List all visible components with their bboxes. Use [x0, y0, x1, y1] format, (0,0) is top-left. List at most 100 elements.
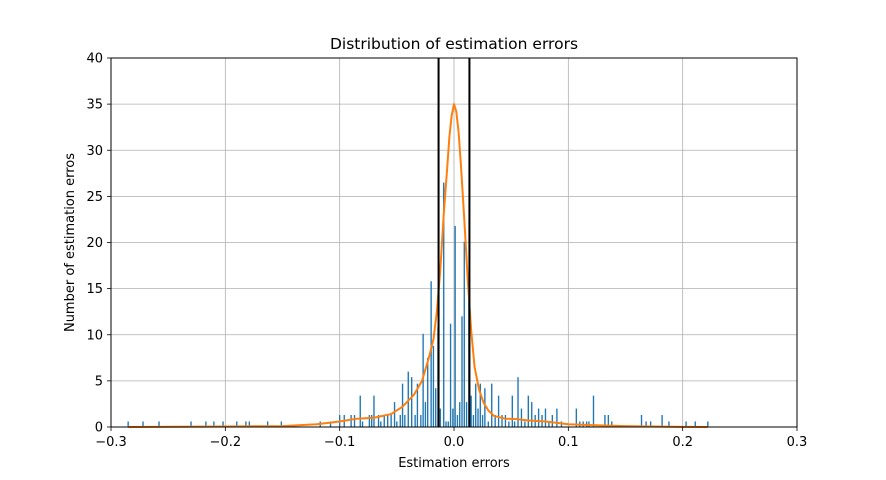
histogram-bar — [537, 408, 540, 427]
histogram-bar — [205, 421, 207, 427]
histogram-bar — [420, 415, 422, 427]
histogram-bar — [427, 357, 429, 427]
histogram-bar — [443, 182, 445, 427]
x-tick-label: 0.1 — [558, 435, 579, 450]
histogram-bar — [245, 421, 247, 427]
histogram-bar — [449, 323, 452, 427]
y-tick-label: 30 — [86, 144, 103, 159]
histogram-bar — [520, 408, 523, 427]
histogram-bar — [399, 415, 401, 427]
histogram-bar — [377, 415, 380, 427]
histogram-bar — [645, 421, 647, 427]
histogram-bar — [517, 377, 519, 427]
histogram-bar — [390, 415, 392, 427]
histogram-bar — [452, 408, 454, 427]
y-tick-label: 20 — [86, 236, 103, 251]
histogram-bar — [511, 395, 513, 427]
histogram-bar — [707, 421, 709, 427]
histogram-bar — [479, 383, 481, 427]
histogram-bar — [387, 415, 389, 427]
histogram-bar — [361, 421, 364, 427]
histogram-bar — [329, 421, 332, 427]
x-tick-label: 0.2 — [672, 435, 693, 450]
histogram-bar — [430, 281, 432, 427]
histogram-bar — [640, 415, 643, 427]
histogram-bar — [465, 402, 468, 427]
x-tick-label: −0.3 — [95, 435, 127, 450]
histogram-bar — [685, 421, 687, 427]
y-tick-label: 5 — [95, 374, 103, 389]
histogram-bar — [497, 395, 500, 427]
histogram-bar — [494, 415, 496, 427]
histogram-bar — [548, 421, 550, 427]
histogram-bar — [487, 421, 489, 427]
histogram-bar — [416, 383, 419, 427]
histogram-bar — [404, 415, 406, 427]
x-tick-label: 0.3 — [787, 435, 808, 450]
histogram-bar — [280, 421, 283, 427]
histogram-bar — [527, 395, 530, 427]
histogram-bar — [661, 415, 663, 427]
histogram-bar — [504, 415, 507, 427]
histogram-bar — [461, 316, 463, 427]
histogram-bar — [190, 421, 192, 427]
histogram-bar — [513, 421, 516, 427]
histogram-bar — [373, 395, 375, 427]
histogram-bar — [414, 415, 416, 427]
histogram-bar — [611, 421, 613, 427]
histogram-bar — [456, 415, 459, 427]
histogram-bar — [472, 415, 475, 427]
chart-title: Distribution of estimation errors — [330, 35, 578, 53]
histogram-bar — [556, 408, 558, 427]
histogram-bar — [432, 345, 435, 427]
density-curve — [128, 103, 708, 428]
threshold-lines — [437, 58, 471, 427]
y-tick-label: 40 — [86, 52, 103, 67]
histogram-bar — [266, 421, 269, 427]
histogram-bar — [393, 402, 396, 427]
y-axis-label: Number of estimation erros — [63, 153, 78, 332]
histogram-bar — [668, 421, 670, 427]
x-tick-label: 0.0 — [444, 435, 465, 450]
histogram-bar — [477, 408, 479, 427]
histogram-bar — [575, 408, 578, 427]
histogram-bar — [544, 408, 547, 427]
x-tick-label: −0.1 — [324, 435, 356, 450]
density-curve-layer — [128, 103, 708, 428]
histogram-bar — [396, 421, 398, 427]
histogram-bar — [454, 225, 456, 427]
histogram-bar — [475, 383, 477, 427]
histogram-bar — [524, 421, 526, 427]
histogram-bar — [481, 415, 484, 427]
histogram-bar — [459, 402, 461, 427]
histogram-bar — [463, 241, 465, 427]
histogram-bar — [470, 395, 472, 427]
histogram-bar — [370, 415, 373, 427]
histogram-bar — [435, 388, 437, 427]
histogram-bar — [359, 395, 361, 427]
histogram-bar — [604, 415, 606, 427]
histogram-bar — [531, 402, 533, 427]
histogram-bar — [445, 421, 447, 427]
histogram-bar — [383, 415, 385, 427]
histogram-bar — [491, 383, 493, 427]
histogram-bar — [353, 415, 356, 427]
histogram-bar — [508, 421, 510, 427]
histogram-bar — [248, 421, 251, 427]
y-tick-label: 10 — [86, 328, 103, 343]
y-tick-label: 25 — [86, 190, 103, 205]
histogram-bar — [142, 421, 144, 427]
histogram-bar — [236, 421, 238, 427]
y-tick-label: 15 — [86, 282, 103, 297]
histogram-bar — [592, 395, 595, 427]
histogram-bar — [439, 408, 441, 427]
x-axis-ticks: −0.3 −0.2 −0.1 0.0 0.1 0.2 0.3 — [95, 427, 807, 450]
histogram-bar — [350, 415, 352, 427]
histogram-bar — [501, 415, 503, 427]
histogram-bar — [158, 421, 160, 427]
histogram-bar — [380, 421, 382, 427]
y-axis-ticks: 0 5 10 15 20 25 30 35 40 — [86, 52, 111, 436]
histogram-bar — [607, 415, 610, 427]
histogram-bar — [213, 421, 215, 427]
